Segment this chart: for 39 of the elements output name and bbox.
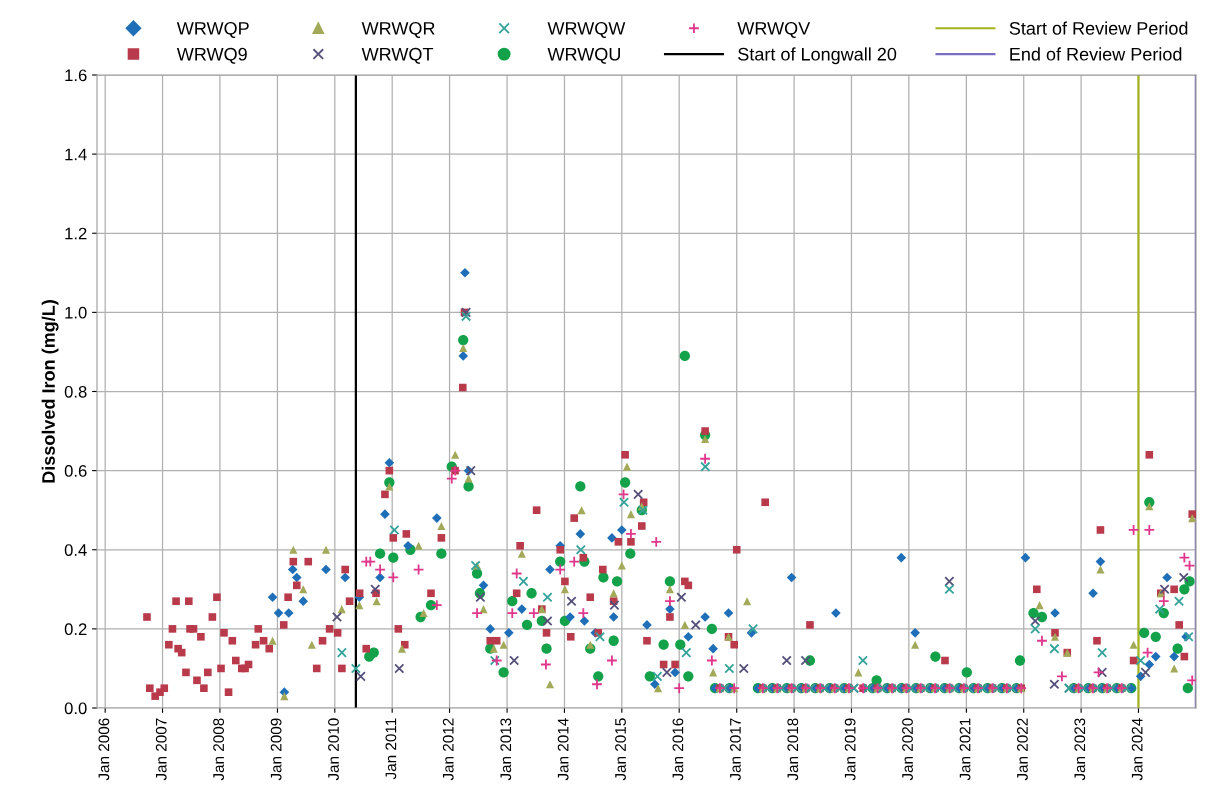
x-tick-label: Jan 2011 — [385, 718, 397, 780]
x-tick-label: Jan 2017 — [730, 718, 741, 781]
y-tick-label: 0.8 — [64, 385, 87, 398]
x-tick-label: Jan 2012 — [442, 718, 454, 781]
x-tick-label: Jan 2018 — [787, 718, 799, 781]
x-tick-label: Jan 2020 — [902, 718, 913, 781]
legend-label: End of Review Period — [1010, 47, 1182, 61]
y-tick-label: 0.6 — [64, 465, 87, 477]
legend-label: WRWQR — [361, 21, 435, 38]
y-tick-label: 0.0 — [64, 702, 87, 715]
x-tick-label: Jan 2023 — [1074, 718, 1086, 781]
legend-label: Start of Longwall 20 — [738, 47, 897, 65]
x-tick-label: Jan 2013 — [500, 718, 512, 781]
x-tick-label: Jan 2019 — [844, 718, 856, 781]
x-tick-label: Jan 2016 — [672, 718, 684, 781]
y-tick-label: 0.2 — [64, 623, 87, 636]
y-axis-title: Dissolved Iron (mg/L) — [41, 300, 59, 483]
legend-label: WRWQT — [361, 47, 434, 64]
y-tick-label: 1.4 — [65, 148, 87, 161]
legend-label: WRWQU — [547, 47, 620, 64]
x-tick-label: Jan 2015 — [615, 718, 626, 781]
x-tick-label: Jan 2006 — [98, 718, 110, 781]
x-tick-label: Jan 2021 — [959, 718, 971, 781]
legend-label: WRWQW — [547, 21, 626, 38]
x-tick-label: Jan 2008 — [213, 718, 225, 781]
x-tick-label: Jan 2009 — [270, 718, 282, 781]
legend-label: WRWQV — [737, 21, 811, 38]
legend-label: WRWQ9 — [176, 47, 247, 64]
x-tick-label: Jan 2014 — [557, 718, 569, 781]
x-tick-label: Jan 2010 — [328, 718, 339, 781]
y-tick-label: 1.2 — [65, 227, 87, 240]
legend-label: Start of Review Period — [1009, 21, 1188, 35]
y-tick-label: 1.0 — [65, 306, 87, 319]
y-tick-label: 1.6 — [65, 69, 87, 82]
x-tick-label: Jan 2024 — [1131, 718, 1143, 781]
legend-label: WRWQP — [176, 21, 249, 38]
x-tick-label: Jan 2022 — [1017, 718, 1028, 781]
x-tick-label: Jan 2007 — [155, 718, 167, 781]
y-tick-label: 0.4 — [64, 544, 87, 556]
